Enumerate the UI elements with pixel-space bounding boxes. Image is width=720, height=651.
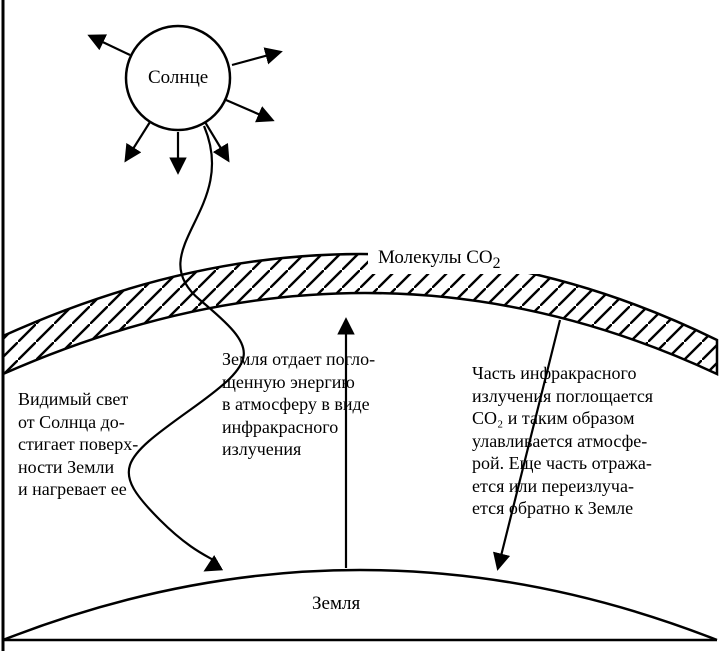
caption-right: Часть инфракрасного излучения поглощаетс…: [472, 362, 708, 520]
caption-center: Земля отдает погло- щенную энергию в атм…: [222, 348, 442, 461]
earth-label: Земля: [312, 592, 360, 616]
caption-left: Видимый свет от Солнца до- стигает повер…: [18, 388, 200, 501]
sun-label: Солнце: [148, 66, 208, 90]
greenhouse-diagram: { "canvas": { "width": 720, "height": 65…: [0, 0, 720, 651]
scene-svg: [0, 0, 720, 651]
co2-label: Молекулы CO2: [378, 246, 501, 274]
